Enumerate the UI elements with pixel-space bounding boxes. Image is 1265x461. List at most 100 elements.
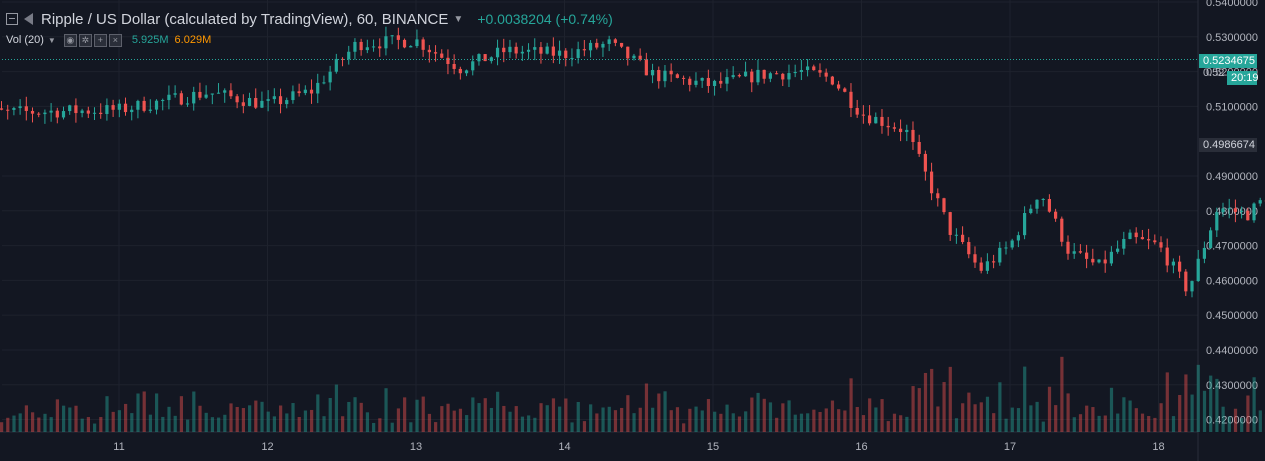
close-icon[interactable]: × xyxy=(108,33,122,47)
volume-label[interactable]: Vol (20) xyxy=(6,34,44,46)
candle-body xyxy=(161,100,165,102)
candle-body xyxy=(322,82,326,84)
volume-legend[interactable]: Vol (20) ▼ ◉ ✲ + × 5.925M 6.029M xyxy=(6,33,211,47)
volume-bar xyxy=(130,413,134,432)
candle-body xyxy=(830,76,834,85)
volume-bar xyxy=(105,396,109,432)
candle-body xyxy=(1053,211,1058,219)
x-tick-label: 11 xyxy=(113,441,124,453)
volume-bar xyxy=(948,366,952,432)
candle-body xyxy=(1178,261,1182,272)
volume-bar xyxy=(830,400,835,432)
volume-bar xyxy=(620,407,624,432)
y-tick-label: 0.4900000 xyxy=(1206,171,1258,183)
candle-body xyxy=(836,84,841,89)
symbol-header[interactable]: Ripple / US Dollar (calculated by Tradin… xyxy=(6,9,613,29)
candle-body xyxy=(1147,239,1151,241)
volume-bar xyxy=(334,384,339,432)
candle-body xyxy=(477,54,481,62)
candle-body xyxy=(378,46,382,49)
candle-body xyxy=(247,97,252,106)
volume-bar xyxy=(1029,405,1033,432)
volume-bar xyxy=(99,417,103,432)
collapse-icon[interactable] xyxy=(6,13,18,25)
candle-body xyxy=(1016,235,1020,241)
volume-bar xyxy=(266,411,270,432)
flag-icon[interactable] xyxy=(24,13,33,25)
candle-body xyxy=(1246,210,1250,221)
candle-body xyxy=(607,39,611,44)
candle-body xyxy=(142,100,146,111)
candle-body xyxy=(185,103,190,105)
volume-bar xyxy=(942,382,946,432)
x-tick-label: 15 xyxy=(707,441,719,453)
volume-bar xyxy=(1060,356,1064,432)
volume-bar xyxy=(979,402,983,432)
volume-bar xyxy=(1109,387,1114,432)
volume-bar xyxy=(527,415,531,432)
volume-bar xyxy=(452,410,456,432)
volume-bar xyxy=(310,409,314,432)
volume-bar xyxy=(341,416,345,432)
volume-bar xyxy=(551,398,556,432)
candle-body xyxy=(1122,238,1126,249)
symbol-title[interactable]: Ripple / US Dollar (calculated by Tradin… xyxy=(41,10,449,28)
candle-body xyxy=(130,109,134,113)
volume-bar xyxy=(936,406,940,432)
candle-body xyxy=(409,46,413,48)
candle-body xyxy=(1227,208,1231,210)
candle-body xyxy=(464,70,469,74)
volume-bar xyxy=(868,398,872,432)
volume-bar xyxy=(1202,390,1207,432)
candle-body xyxy=(533,47,537,50)
volume-bar xyxy=(762,398,766,432)
volume-bar xyxy=(508,411,512,432)
volume-bar xyxy=(1091,407,1095,432)
candle-body xyxy=(781,73,785,80)
candle-body xyxy=(613,39,617,43)
candle-body xyxy=(1078,251,1082,253)
volume-bar xyxy=(1023,366,1027,432)
y-tick-label: 0.4700000 xyxy=(1206,241,1258,253)
eye-icon[interactable]: ◉ xyxy=(63,33,77,47)
y-tick-label: 0.4300000 xyxy=(1206,380,1258,392)
volume-bar xyxy=(483,398,487,432)
volume-bar xyxy=(328,397,332,432)
volume-bar xyxy=(204,412,208,432)
volume-bar xyxy=(74,405,78,432)
candle-body xyxy=(954,234,958,236)
volume-bar xyxy=(1116,413,1120,432)
settings-icon[interactable]: ✲ xyxy=(78,33,92,47)
candle-body xyxy=(340,58,345,60)
chevron-down-icon[interactable]: ▼ xyxy=(453,13,464,25)
candle-body xyxy=(855,107,859,115)
candle-body xyxy=(365,47,369,51)
candle-body xyxy=(173,93,177,95)
volume-bar xyxy=(905,416,909,432)
candle-body xyxy=(688,78,692,85)
chevron-down-icon[interactable]: ▼ xyxy=(47,35,56,45)
candle-body xyxy=(446,57,450,64)
candle-body xyxy=(353,41,357,52)
candle-body xyxy=(502,47,506,53)
candle-body xyxy=(991,261,996,263)
candle-body xyxy=(681,77,686,79)
candle-body xyxy=(917,141,921,154)
candle-body xyxy=(440,53,444,58)
candle-body xyxy=(334,58,338,72)
candle-body xyxy=(843,88,847,92)
volume-bar xyxy=(892,413,897,432)
volume-bar xyxy=(1190,394,1194,432)
add-icon[interactable]: + xyxy=(93,33,107,47)
candle-body xyxy=(1004,247,1008,249)
candle-body xyxy=(762,69,766,79)
volume-bar xyxy=(124,403,128,432)
y-tick-label: 0.4600000 xyxy=(1206,275,1258,287)
volume-bar xyxy=(260,401,264,432)
volume-bar xyxy=(434,422,438,432)
candle-body xyxy=(1190,281,1194,292)
x-tick-label: 17 xyxy=(1004,441,1016,453)
volume-value-2: 6.029M xyxy=(174,34,212,46)
volume-bar xyxy=(322,416,326,432)
